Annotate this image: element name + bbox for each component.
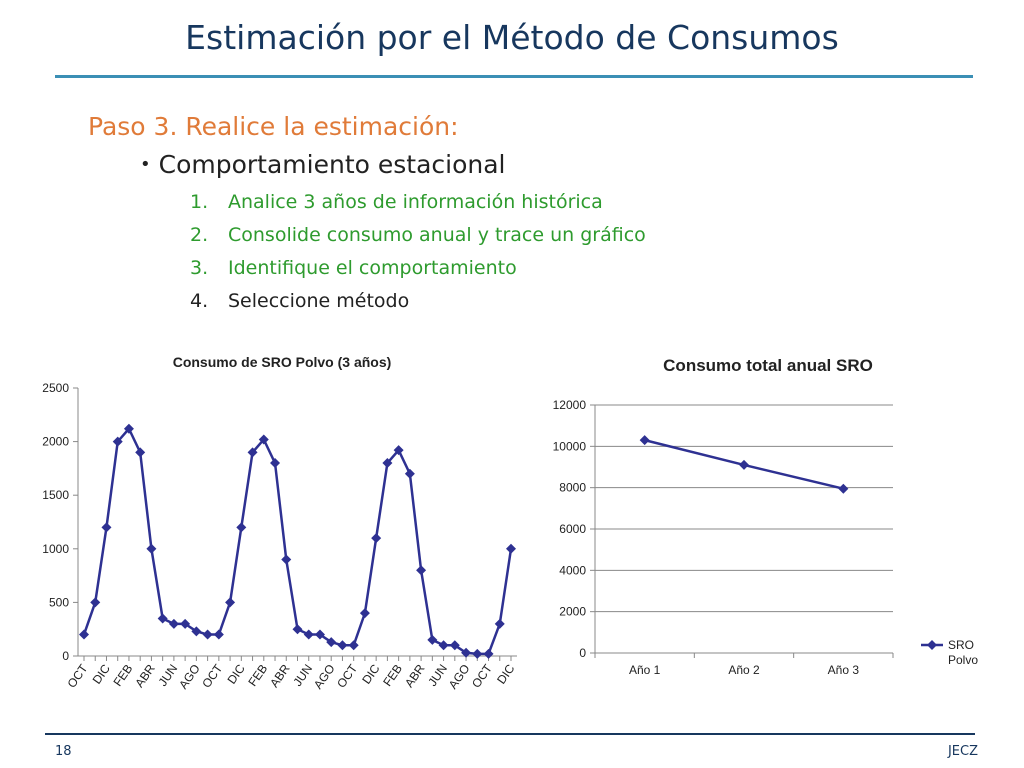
data-point xyxy=(449,640,460,651)
data-point xyxy=(213,629,224,640)
x-tick-label: OCT xyxy=(199,661,225,690)
data-point xyxy=(168,618,179,629)
data-point xyxy=(461,647,472,658)
data-point xyxy=(236,522,247,533)
data-point xyxy=(382,458,393,469)
x-tick-label: OCT xyxy=(64,661,90,690)
data-point xyxy=(281,554,292,565)
data-point xyxy=(416,565,427,576)
data-point xyxy=(303,629,314,640)
y-tick-label: 0 xyxy=(579,646,586,660)
data-point xyxy=(225,597,236,608)
data-point xyxy=(123,423,134,434)
data-point xyxy=(404,468,415,479)
data-point xyxy=(270,458,281,469)
footer-author: JECZ xyxy=(947,744,978,759)
y-tick-label: 1000 xyxy=(42,542,69,556)
x-tick-label: ABR xyxy=(132,661,158,690)
x-tick-label: AGO xyxy=(311,662,338,692)
x-tick-label: FEB xyxy=(380,662,405,689)
x-tick-label: Año 2 xyxy=(728,663,760,677)
chart-title: Consumo de SRO Polvo (3 años) xyxy=(173,354,392,370)
x-tick-label: ABR xyxy=(402,661,428,690)
series-line xyxy=(82,426,513,656)
x-tick-label: FEB xyxy=(111,662,136,689)
data-point xyxy=(337,640,348,651)
data-point xyxy=(494,618,505,629)
y-tick-label: 4000 xyxy=(559,563,586,577)
step-heading: Paso 3. Realice la estimación: xyxy=(88,112,459,141)
data-point xyxy=(438,640,449,651)
bullet-text: Comportamiento estacional xyxy=(158,150,506,179)
data-point xyxy=(427,634,438,645)
legend-label: SRO Polvo xyxy=(948,638,978,667)
data-point xyxy=(359,608,370,619)
data-point xyxy=(135,447,146,458)
monthly-consumption-chart: Consumo de SRO Polvo (3 años) 0 500 1000 150… xyxy=(42,354,518,692)
footer-rule xyxy=(45,733,975,735)
numbered-item-1: 1. Analice 3 años de información históric… xyxy=(190,191,603,213)
y-tick-label: 500 xyxy=(49,595,69,609)
annual-consumption-chart: Consumo total anual SRO 0 2000 4000 6000 8000… xyxy=(553,356,979,677)
x-tick-label: ABR xyxy=(267,661,293,690)
numbered-item-4: 4. Seleccione método xyxy=(190,290,410,312)
x-tick-label: Año 1 xyxy=(629,663,661,677)
x-tick-label: OCT xyxy=(334,661,360,690)
numbered-item-2: 2. Consolide consumo anual y trace un grá… xyxy=(190,224,646,246)
x-tick-label: OCT xyxy=(469,661,495,690)
y-tick-label: 2000 xyxy=(559,605,586,619)
data-point xyxy=(639,435,650,446)
bullet-dot-icon: • xyxy=(140,154,151,175)
y-tick-label: 6000 xyxy=(559,522,586,536)
x-tick-label: DIC xyxy=(494,661,518,686)
x-tick-label: AGO xyxy=(446,662,473,692)
chart-title: Consumo total anual SRO xyxy=(663,356,873,375)
data-point xyxy=(157,613,168,624)
page-title: Estimación por el Método de Consumos xyxy=(185,18,839,57)
data-point xyxy=(101,522,112,533)
x-tick-label: DIC xyxy=(90,661,114,686)
data-point xyxy=(180,618,191,629)
data-point xyxy=(79,629,89,640)
y-tick-label: 8000 xyxy=(559,481,586,495)
legend-marker xyxy=(927,640,937,650)
x-tick-label: FEB xyxy=(245,662,270,689)
data-point xyxy=(146,543,157,554)
data-point xyxy=(314,629,325,640)
data-point xyxy=(326,637,337,648)
title-rule xyxy=(55,75,973,78)
y-tick-label: 2000 xyxy=(42,435,69,449)
y-tick-label: 10000 xyxy=(553,439,587,453)
data-point xyxy=(472,648,483,659)
y-tick-label: 2500 xyxy=(42,381,69,395)
data-point xyxy=(202,629,213,640)
data-point xyxy=(258,434,269,445)
data-point xyxy=(393,445,404,456)
y-tick-label: 0 xyxy=(62,649,69,663)
data-point xyxy=(739,459,749,470)
numbered-item-3: 3. Identifique el comportamiento xyxy=(190,257,517,279)
data-point xyxy=(112,436,123,447)
y-tick-label: 1500 xyxy=(42,488,69,502)
data-point xyxy=(191,626,202,637)
x-tick-label: Año 3 xyxy=(828,663,860,677)
y-tick-label: 12000 xyxy=(553,398,587,412)
bullet-item: • Comportamiento estacional xyxy=(140,150,506,179)
data-point xyxy=(292,624,303,635)
page-number: 18 xyxy=(55,744,72,759)
data-point xyxy=(348,640,359,651)
data-point xyxy=(371,533,382,544)
x-tick-label: DIC xyxy=(359,661,383,686)
data-point xyxy=(90,597,101,608)
x-tick-label: DIC xyxy=(224,661,248,686)
x-tick-label: AGO xyxy=(176,662,203,692)
data-point xyxy=(247,447,258,458)
data-point xyxy=(483,648,494,659)
data-point xyxy=(838,483,849,494)
data-point xyxy=(506,543,516,554)
